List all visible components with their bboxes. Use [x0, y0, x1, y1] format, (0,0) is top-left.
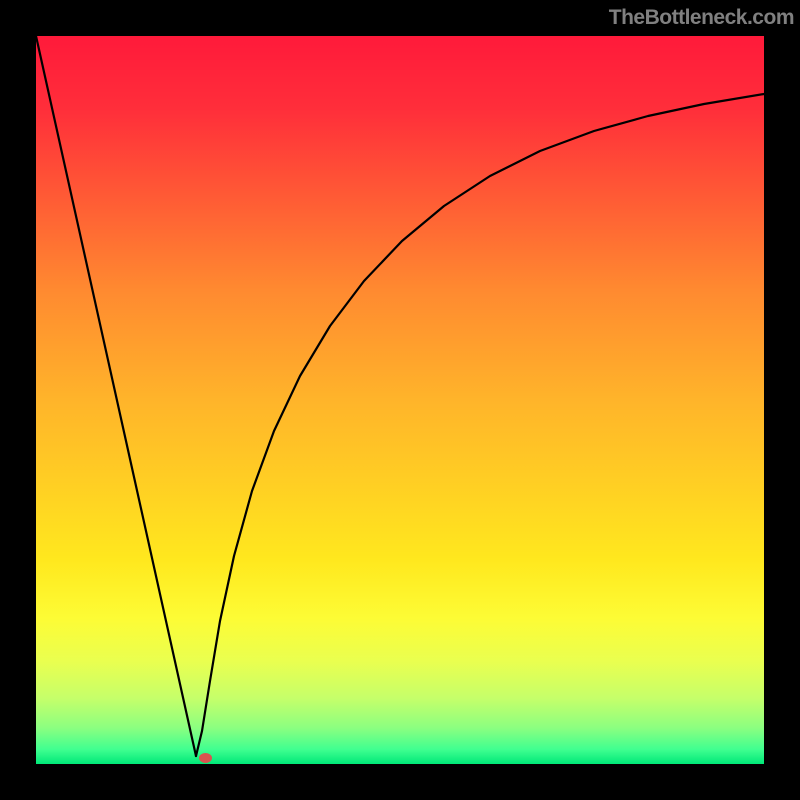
- plot-background: [36, 36, 764, 764]
- valley-marker: [199, 753, 212, 763]
- watermark-text: TheBottleneck.com: [609, 6, 794, 30]
- chart-svg: [0, 0, 800, 800]
- chart-container: TheBottleneck.com: [0, 0, 800, 800]
